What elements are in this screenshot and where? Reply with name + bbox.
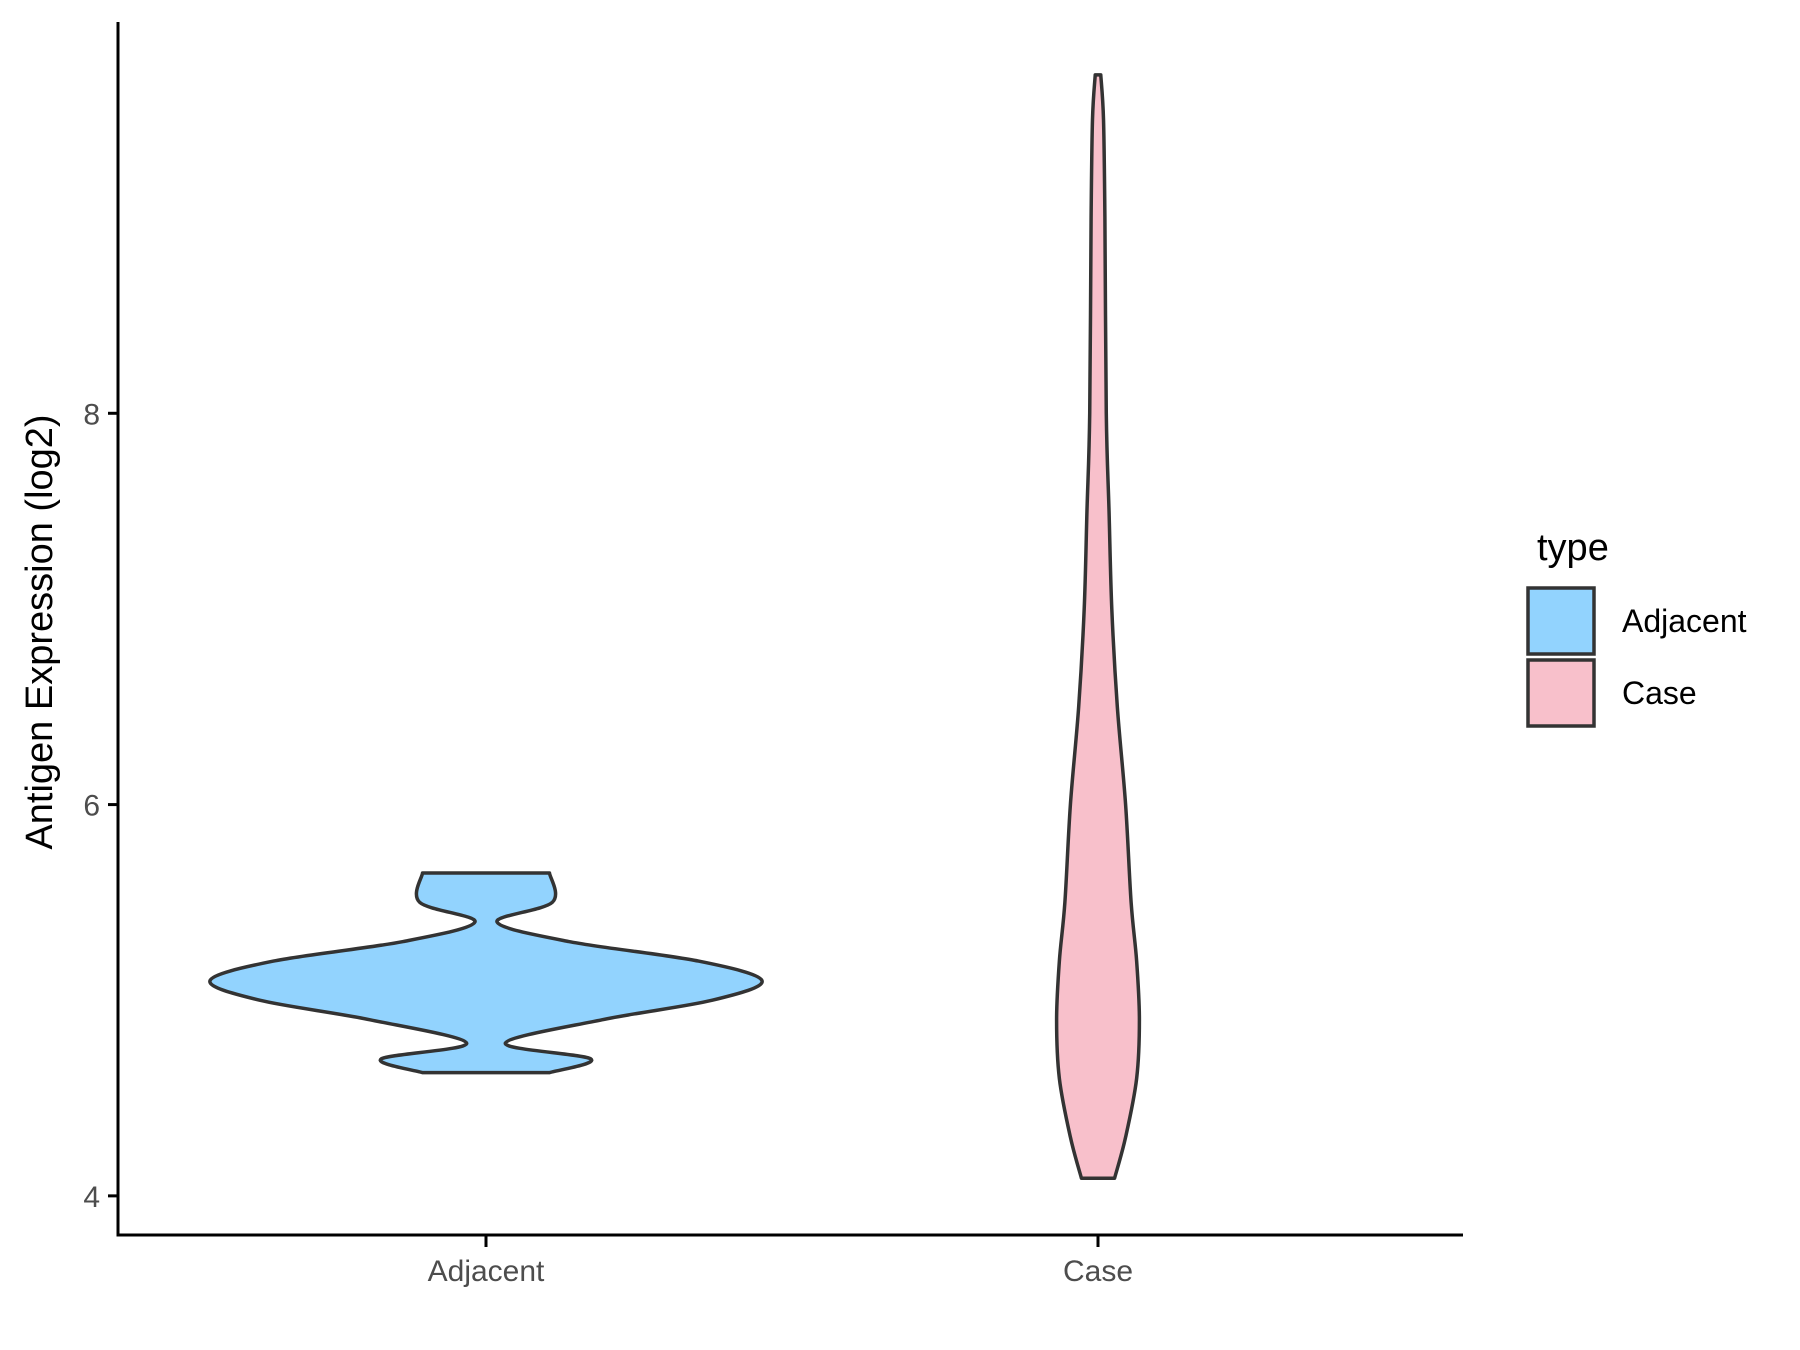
x-tick-label: Adjacent bbox=[428, 1255, 545, 1288]
legend-label-case: Case bbox=[1622, 675, 1697, 711]
y-tick-label: 6 bbox=[83, 790, 100, 823]
violin-adjacent bbox=[208, 871, 764, 1075]
x-tick-label: Case bbox=[1063, 1255, 1133, 1288]
y-tick-label: 4 bbox=[83, 1181, 100, 1214]
y-axis-title: Antigen Expression (log2) bbox=[19, 414, 61, 849]
x-axis-ticks: Adjacent Case bbox=[428, 1235, 1133, 1288]
legend-swatch-case bbox=[1526, 658, 1596, 728]
legend-label-adjacent: Adjacent bbox=[1622, 603, 1747, 639]
violin-case bbox=[1054, 73, 1142, 1181]
legend-title: type bbox=[1537, 527, 1609, 569]
y-axis-ticks: 4 6 8 bbox=[83, 398, 118, 1214]
plot-area: 4 6 8 Adjacent Case bbox=[83, 22, 1463, 1288]
legend-swatch-adjacent bbox=[1526, 586, 1596, 656]
violins-group bbox=[208, 73, 1142, 1181]
legend: type Adjacent Case bbox=[1526, 527, 1747, 728]
y-tick-label: 8 bbox=[83, 398, 100, 431]
